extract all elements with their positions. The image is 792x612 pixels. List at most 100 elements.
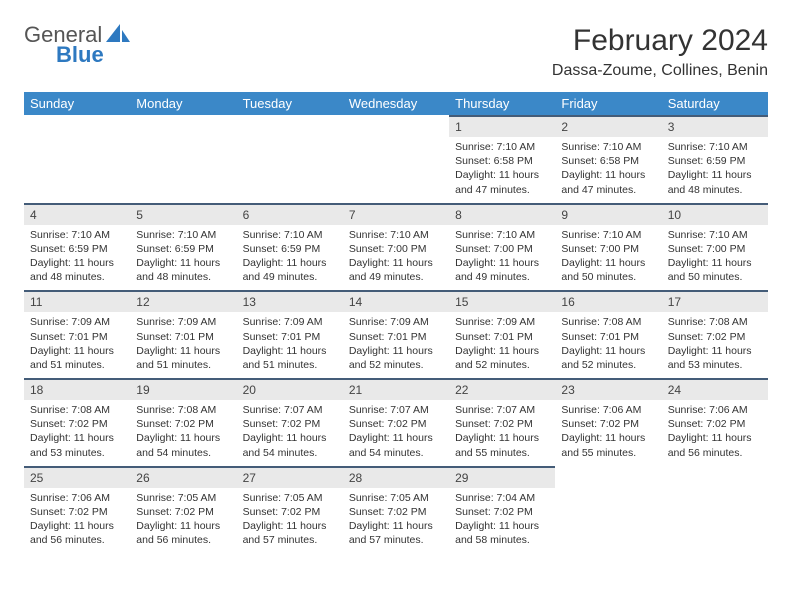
- calendar-cell: 12Sunrise: 7:09 AMSunset: 7:01 PMDayligh…: [130, 290, 236, 378]
- day-number: 3: [662, 115, 768, 137]
- calendar-week-row: 4Sunrise: 7:10 AMSunset: 6:59 PMDaylight…: [24, 203, 768, 291]
- calendar-week-row: 18Sunrise: 7:08 AMSunset: 7:02 PMDayligh…: [24, 378, 768, 466]
- day-details: Sunrise: 7:10 AMSunset: 6:59 PMDaylight:…: [24, 225, 130, 291]
- day-details: Sunrise: 7:10 AMSunset: 6:59 PMDaylight:…: [130, 225, 236, 291]
- calendar-cell: [130, 115, 236, 203]
- day-details: Sunrise: 7:05 AMSunset: 7:02 PMDaylight:…: [237, 488, 343, 554]
- day-number: 14: [343, 290, 449, 312]
- day-details: Sunrise: 7:05 AMSunset: 7:02 PMDaylight:…: [343, 488, 449, 554]
- calendar-week-row: 25Sunrise: 7:06 AMSunset: 7:02 PMDayligh…: [24, 466, 768, 554]
- weekday-header-row: Sunday Monday Tuesday Wednesday Thursday…: [24, 92, 768, 115]
- day-details: Sunrise: 7:09 AMSunset: 7:01 PMDaylight:…: [237, 312, 343, 378]
- calendar-cell: [343, 115, 449, 203]
- calendar-cell: 13Sunrise: 7:09 AMSunset: 7:01 PMDayligh…: [237, 290, 343, 378]
- day-details: Sunrise: 7:10 AMSunset: 6:58 PMDaylight:…: [555, 137, 661, 203]
- calendar-cell: 8Sunrise: 7:10 AMSunset: 7:00 PMDaylight…: [449, 203, 555, 291]
- day-number: 18: [24, 378, 130, 400]
- calendar-cell: 2Sunrise: 7:10 AMSunset: 6:58 PMDaylight…: [555, 115, 661, 203]
- day-details: Sunrise: 7:08 AMSunset: 7:02 PMDaylight:…: [24, 400, 130, 466]
- day-details: Sunrise: 7:10 AMSunset: 7:00 PMDaylight:…: [555, 225, 661, 291]
- day-details: Sunrise: 7:10 AMSunset: 6:59 PMDaylight:…: [237, 225, 343, 291]
- calendar-table: Sunday Monday Tuesday Wednesday Thursday…: [24, 92, 768, 553]
- day-details: Sunrise: 7:08 AMSunset: 7:02 PMDaylight:…: [130, 400, 236, 466]
- weekday-header: Saturday: [662, 92, 768, 115]
- calendar-cell: 9Sunrise: 7:10 AMSunset: 7:00 PMDaylight…: [555, 203, 661, 291]
- calendar-week-row: 1Sunrise: 7:10 AMSunset: 6:58 PMDaylight…: [24, 115, 768, 203]
- location-text: Dassa-Zoume, Collines, Benin: [552, 62, 768, 80]
- sail-icon: [106, 24, 130, 46]
- day-number: 1: [449, 115, 555, 137]
- calendar-cell: 11Sunrise: 7:09 AMSunset: 7:01 PMDayligh…: [24, 290, 130, 378]
- day-details: Sunrise: 7:08 AMSunset: 7:01 PMDaylight:…: [555, 312, 661, 378]
- weekday-header: Sunday: [24, 92, 130, 115]
- weekday-header: Tuesday: [237, 92, 343, 115]
- day-details: Sunrise: 7:06 AMSunset: 7:02 PMDaylight:…: [555, 400, 661, 466]
- day-details: Sunrise: 7:09 AMSunset: 7:01 PMDaylight:…: [130, 312, 236, 378]
- day-number: 10: [662, 203, 768, 225]
- weekday-header: Thursday: [449, 92, 555, 115]
- day-details: Sunrise: 7:08 AMSunset: 7:02 PMDaylight:…: [662, 312, 768, 378]
- day-details: Sunrise: 7:07 AMSunset: 7:02 PMDaylight:…: [449, 400, 555, 466]
- calendar-cell: 4Sunrise: 7:10 AMSunset: 6:59 PMDaylight…: [24, 203, 130, 291]
- day-number: 21: [343, 378, 449, 400]
- day-number: 7: [343, 203, 449, 225]
- day-number: 12: [130, 290, 236, 312]
- day-number: 6: [237, 203, 343, 225]
- day-details: Sunrise: 7:10 AMSunset: 6:58 PMDaylight:…: [449, 137, 555, 203]
- day-details: Sunrise: 7:06 AMSunset: 7:02 PMDaylight:…: [24, 488, 130, 554]
- calendar-cell: [237, 115, 343, 203]
- calendar-cell: [555, 466, 661, 554]
- day-number: 19: [130, 378, 236, 400]
- day-number: 24: [662, 378, 768, 400]
- day-details: Sunrise: 7:10 AMSunset: 6:59 PMDaylight:…: [662, 137, 768, 203]
- day-number: 15: [449, 290, 555, 312]
- calendar-cell: 23Sunrise: 7:06 AMSunset: 7:02 PMDayligh…: [555, 378, 661, 466]
- brand-blue: Blue: [56, 44, 130, 66]
- day-details: Sunrise: 7:10 AMSunset: 7:00 PMDaylight:…: [343, 225, 449, 291]
- calendar-cell: [662, 466, 768, 554]
- day-number: 4: [24, 203, 130, 225]
- day-number: 11: [24, 290, 130, 312]
- calendar-cell: 10Sunrise: 7:10 AMSunset: 7:00 PMDayligh…: [662, 203, 768, 291]
- month-title: February 2024: [552, 24, 768, 58]
- day-details: Sunrise: 7:07 AMSunset: 7:02 PMDaylight:…: [343, 400, 449, 466]
- calendar-cell: 7Sunrise: 7:10 AMSunset: 7:00 PMDaylight…: [343, 203, 449, 291]
- day-details: Sunrise: 7:09 AMSunset: 7:01 PMDaylight:…: [343, 312, 449, 378]
- calendar-cell: 20Sunrise: 7:07 AMSunset: 7:02 PMDayligh…: [237, 378, 343, 466]
- day-details: Sunrise: 7:09 AMSunset: 7:01 PMDaylight:…: [449, 312, 555, 378]
- calendar-week-row: 11Sunrise: 7:09 AMSunset: 7:01 PMDayligh…: [24, 290, 768, 378]
- calendar-cell: 1Sunrise: 7:10 AMSunset: 6:58 PMDaylight…: [449, 115, 555, 203]
- day-number: 16: [555, 290, 661, 312]
- day-number: 2: [555, 115, 661, 137]
- calendar-cell: 22Sunrise: 7:07 AMSunset: 7:02 PMDayligh…: [449, 378, 555, 466]
- day-number: 27: [237, 466, 343, 488]
- calendar-cell: 6Sunrise: 7:10 AMSunset: 6:59 PMDaylight…: [237, 203, 343, 291]
- day-number: 13: [237, 290, 343, 312]
- calendar-cell: 16Sunrise: 7:08 AMSunset: 7:01 PMDayligh…: [555, 290, 661, 378]
- calendar-cell: 21Sunrise: 7:07 AMSunset: 7:02 PMDayligh…: [343, 378, 449, 466]
- calendar-cell: 18Sunrise: 7:08 AMSunset: 7:02 PMDayligh…: [24, 378, 130, 466]
- calendar-cell: 14Sunrise: 7:09 AMSunset: 7:01 PMDayligh…: [343, 290, 449, 378]
- weekday-header: Wednesday: [343, 92, 449, 115]
- page-header: General Blue February 2024 Dassa-Zoume, …: [24, 24, 768, 80]
- day-number: 29: [449, 466, 555, 488]
- calendar-cell: 29Sunrise: 7:04 AMSunset: 7:02 PMDayligh…: [449, 466, 555, 554]
- day-details: Sunrise: 7:10 AMSunset: 7:00 PMDaylight:…: [449, 225, 555, 291]
- calendar-cell: [24, 115, 130, 203]
- calendar-cell: 5Sunrise: 7:10 AMSunset: 6:59 PMDaylight…: [130, 203, 236, 291]
- day-number: 5: [130, 203, 236, 225]
- day-number: 20: [237, 378, 343, 400]
- day-number: 26: [130, 466, 236, 488]
- day-details: Sunrise: 7:06 AMSunset: 7:02 PMDaylight:…: [662, 400, 768, 466]
- day-number: 25: [24, 466, 130, 488]
- day-number: 17: [662, 290, 768, 312]
- day-number: 22: [449, 378, 555, 400]
- day-number: 8: [449, 203, 555, 225]
- day-details: Sunrise: 7:10 AMSunset: 7:00 PMDaylight:…: [662, 225, 768, 291]
- calendar-cell: 27Sunrise: 7:05 AMSunset: 7:02 PMDayligh…: [237, 466, 343, 554]
- day-number: 28: [343, 466, 449, 488]
- day-details: Sunrise: 7:09 AMSunset: 7:01 PMDaylight:…: [24, 312, 130, 378]
- weekday-header: Friday: [555, 92, 661, 115]
- calendar-cell: 19Sunrise: 7:08 AMSunset: 7:02 PMDayligh…: [130, 378, 236, 466]
- calendar-cell: 28Sunrise: 7:05 AMSunset: 7:02 PMDayligh…: [343, 466, 449, 554]
